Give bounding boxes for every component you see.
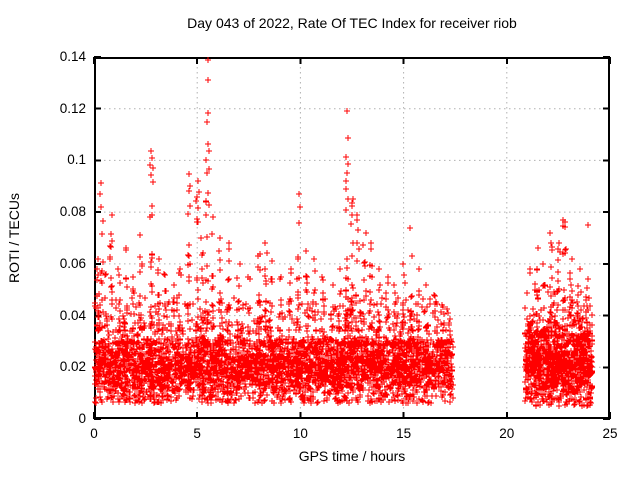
y-tick-label: 0.06 (59, 255, 86, 271)
y-tick-label: 0.1 (67, 152, 86, 168)
x-tick-label: 0 (90, 426, 98, 441)
y-tick-label: 0.12 (59, 100, 86, 116)
y-tick-label: 0.02 (59, 359, 86, 375)
y-tick-label: 0.04 (59, 307, 86, 323)
x-tick-label: 5 (193, 426, 201, 441)
chart-title: Day 043 of 2022, Rate Of TEC Index for r… (187, 15, 517, 31)
plot-area (92, 56, 611, 420)
data-points-ROTI (92, 57, 595, 409)
plot-border (94, 57, 610, 419)
y-tick-label: 0.14 (59, 49, 86, 64)
x-tick-label: 10 (292, 426, 308, 441)
x-tick-label: 20 (499, 426, 515, 441)
y-tick-label: 0 (78, 411, 86, 426)
axis-ticks (93, 56, 611, 420)
x-axis-label: GPS time / hours (298, 448, 406, 464)
scatter-canvas (92, 56, 611, 420)
y-tick-label: 0.08 (59, 204, 86, 220)
x-tick-label: 25 (602, 426, 618, 441)
x-tick-label: 15 (396, 426, 412, 441)
